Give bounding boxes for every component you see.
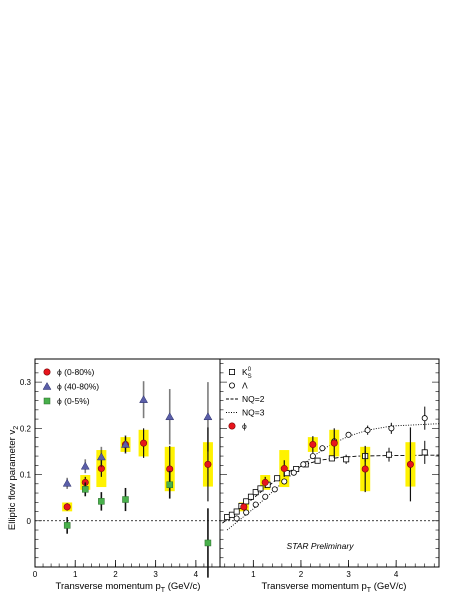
legend-label: ϕ (0-80%) bbox=[57, 367, 95, 377]
y-tick-label: 0.1 bbox=[20, 471, 32, 480]
x-tick-label: 2 bbox=[113, 570, 118, 579]
point--40-80- bbox=[165, 412, 175, 421]
point-- bbox=[319, 445, 326, 452]
point--0-5- bbox=[63, 522, 71, 529]
x-axis-label-left-rest: (GeV/c) bbox=[165, 581, 200, 592]
point--40-80- bbox=[80, 461, 90, 470]
point-- bbox=[261, 478, 269, 486]
point--0-80- bbox=[204, 460, 212, 468]
legend-label: NQ=3 bbox=[242, 408, 265, 418]
y-axis-label-main: Elliptic flow parameter v bbox=[7, 430, 18, 531]
x-axis-label-right: Transverse momentum pT (GeV/c) bbox=[262, 581, 407, 594]
point--0-80- bbox=[63, 503, 71, 511]
point-k-s-0 bbox=[252, 489, 259, 496]
point-k-s-0 bbox=[228, 511, 235, 518]
x-tick-label: 1 bbox=[251, 570, 256, 579]
point-- bbox=[262, 493, 269, 500]
legend-marker bbox=[228, 368, 235, 375]
point-k-s-0 bbox=[328, 455, 335, 462]
x-axis-label-left-sub: T bbox=[161, 587, 166, 594]
point-- bbox=[233, 515, 240, 522]
point--40-80- bbox=[96, 452, 106, 461]
point-- bbox=[290, 469, 297, 476]
point--0-5- bbox=[82, 486, 89, 493]
x-tick-label: 2 bbox=[299, 570, 304, 579]
point-- bbox=[300, 461, 307, 468]
point-- bbox=[388, 425, 395, 432]
point-k-s-0 bbox=[386, 451, 393, 458]
point--40-80- bbox=[62, 478, 72, 487]
point--0-5- bbox=[166, 481, 173, 488]
x-tick-label: 3 bbox=[153, 570, 158, 579]
point-- bbox=[309, 453, 316, 460]
x-tick-label: 4 bbox=[194, 570, 199, 579]
legend-label: Λ bbox=[242, 381, 248, 391]
legend-label: ϕ (40-80%) bbox=[57, 382, 99, 392]
curve-nq-3 bbox=[226, 423, 440, 531]
left-panel: 0 1 2 3 4 0 0.1 0.2 0.3 ϕ (0-80%) ϕ (40-80%) ϕ (0-5… bbox=[20, 358, 221, 579]
x-axis-label-right-main: Transverse momentum p bbox=[262, 581, 367, 592]
y-axis-label: Elliptic flow parameter v2 bbox=[7, 426, 20, 530]
point-- bbox=[345, 431, 352, 438]
x-axis-label-left: Transverse momentum pT (GeV/c) bbox=[56, 581, 201, 594]
x-tick-label: 1 bbox=[73, 570, 78, 579]
x-axis-label-right-sub: T bbox=[367, 587, 372, 594]
point-- bbox=[281, 478, 288, 485]
point-k-s-0 bbox=[314, 457, 321, 464]
point-- bbox=[361, 465, 369, 473]
point-k-s-0 bbox=[257, 485, 264, 492]
point-- bbox=[252, 501, 259, 508]
point-- bbox=[240, 503, 248, 511]
point-- bbox=[421, 415, 428, 422]
point--40-80- bbox=[203, 412, 213, 421]
point--0-80- bbox=[140, 439, 148, 447]
point-k-s-0 bbox=[421, 449, 428, 456]
x-axis-label-left-main: Transverse momentum p bbox=[56, 581, 161, 592]
point-- bbox=[243, 509, 250, 516]
point-k-s-0 bbox=[274, 475, 281, 482]
point--0-5- bbox=[122, 496, 129, 503]
legend-marker bbox=[228, 382, 235, 389]
legend-label: ϕ (0-5%) bbox=[57, 396, 90, 406]
point-- bbox=[364, 427, 371, 434]
point--40-80- bbox=[139, 395, 149, 403]
point--0-5- bbox=[204, 539, 212, 547]
x-tick-label: 0 bbox=[33, 570, 38, 579]
point--0-5- bbox=[98, 498, 105, 505]
point-- bbox=[330, 439, 338, 447]
x-axis-label-right-rest: (GeV/c) bbox=[371, 581, 406, 592]
point-k-s-0 bbox=[343, 456, 350, 463]
point-- bbox=[406, 460, 414, 468]
x-tick-label: 4 bbox=[394, 570, 399, 579]
y-axis-label-sub: 2 bbox=[13, 426, 20, 430]
point--40-80- bbox=[121, 440, 130, 448]
legend-label: KS0 bbox=[242, 367, 252, 380]
point-k-s-0 bbox=[233, 508, 240, 515]
x-tick-label: 3 bbox=[346, 570, 351, 579]
point-k-s-0 bbox=[243, 498, 250, 505]
legend-marker bbox=[43, 368, 51, 376]
point-- bbox=[309, 441, 317, 449]
y-tick-label: 0.3 bbox=[20, 378, 32, 387]
legend-marker bbox=[43, 397, 51, 405]
point-- bbox=[280, 465, 288, 473]
point-k-s-0 bbox=[247, 493, 254, 500]
star-preliminary-annotation: STAR Preliminary bbox=[287, 541, 355, 551]
legend-marker bbox=[42, 381, 52, 390]
legend-marker bbox=[228, 422, 236, 430]
legend-label: ϕ bbox=[242, 421, 247, 431]
legend-label: NQ=2 bbox=[242, 394, 265, 404]
y-tick-label: 0.2 bbox=[20, 424, 32, 433]
y-tick-label: 0 bbox=[27, 517, 32, 526]
point-- bbox=[271, 486, 278, 493]
